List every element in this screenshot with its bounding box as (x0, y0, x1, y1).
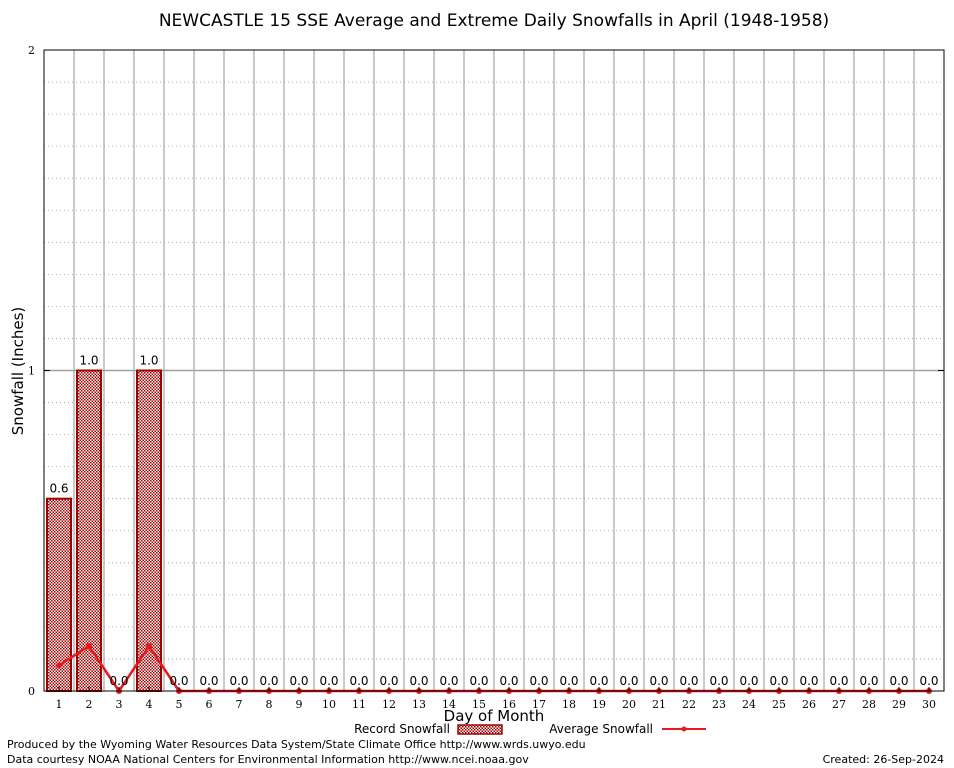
x-tick-label: 30 (922, 698, 936, 711)
bar-value-label: 0.0 (889, 674, 908, 688)
average-point (146, 643, 152, 650)
x-tick-label: 14 (442, 698, 456, 711)
chart-title: NEWCASTLE 15 SSE Average and Extreme Dai… (159, 11, 829, 31)
x-tick-label: 1 (56, 698, 63, 711)
bar-value-label: 0.0 (499, 674, 518, 688)
x-tick-label: 16 (502, 698, 516, 711)
average-point (86, 643, 92, 650)
bar-value-label: 0.0 (259, 674, 278, 688)
bar-value-label: 0.0 (409, 674, 428, 688)
x-tick-label: 6 (206, 698, 213, 711)
bar-value-label: 0.0 (379, 674, 398, 688)
x-tick-label: 11 (352, 698, 366, 711)
bar-value-label: 0.0 (589, 674, 608, 688)
y-tick-label: 1 (28, 365, 35, 378)
bar-value-label: 0.6 (49, 482, 68, 496)
bar-value-label: 0.0 (859, 674, 878, 688)
x-tick-label: 26 (802, 698, 816, 711)
bar-value-label: 1.0 (79, 354, 98, 368)
footer-data-source: Data courtesy NOAA National Centers for … (7, 753, 529, 766)
x-tick-label: 20 (622, 698, 636, 711)
x-tick-label: 24 (742, 698, 756, 711)
x-tick-label: 3 (116, 698, 123, 711)
bar-value-label: 0.0 (679, 674, 698, 688)
average-point (56, 662, 62, 669)
x-tick-label: 13 (412, 698, 426, 711)
bar-value-label: 0.0 (919, 674, 938, 688)
bar-value-label: 0.0 (529, 674, 548, 688)
record-bar (76, 369, 102, 692)
bar-value-label: 0.0 (169, 674, 188, 688)
x-axis-label: Day of Month (444, 707, 545, 725)
x-tick-label: 25 (772, 698, 786, 711)
footer-producer: Produced by the Wyoming Water Resources … (7, 738, 586, 751)
bar-value-label: 0.0 (619, 674, 638, 688)
record-bar (136, 369, 162, 692)
x-tick-label: 10 (322, 698, 336, 711)
x-tick-label: 18 (562, 698, 576, 711)
x-tick-label: 7 (236, 698, 243, 711)
legend-average-marker (681, 726, 687, 732)
bar-value-label: 0.0 (289, 674, 308, 688)
x-tick-label: 8 (266, 698, 273, 711)
x-tick-label: 21 (652, 698, 666, 711)
grid (44, 50, 944, 691)
bar-value-label: 0.0 (349, 674, 368, 688)
x-tick-label: 2 (86, 698, 93, 711)
record-snowfall-bars (46, 369, 162, 693)
x-tick-label: 12 (382, 698, 396, 711)
x-tick-label: 5 (176, 698, 183, 711)
legend-record-swatch (457, 724, 503, 735)
bar-value-label: 0.0 (649, 674, 668, 688)
x-tick-label: 23 (712, 698, 726, 711)
x-tick-label: 17 (532, 698, 546, 711)
x-tick-label: 27 (832, 698, 846, 711)
y-tick-label: 2 (28, 44, 35, 57)
bar-value-label: 0.0 (469, 674, 488, 688)
bar-value-label: 0.0 (109, 674, 128, 688)
bar-value-label: 0.0 (229, 674, 248, 688)
x-tick-label: 28 (862, 698, 876, 711)
x-tick-label: 22 (682, 698, 696, 711)
footer-created: Created: 26-Sep-2024 (823, 753, 944, 766)
x-tick-label: 9 (296, 698, 303, 711)
x-tick-label: 19 (592, 698, 606, 711)
bar-value-label: 0.0 (319, 674, 338, 688)
bar-value-label: 1.0 (139, 354, 158, 368)
legend-record-label: Record Snowfall (354, 722, 450, 736)
y-tick-label: 0 (28, 685, 35, 698)
record-bar (46, 497, 72, 693)
x-tick-label: 29 (892, 698, 906, 711)
bar-value-label: 0.0 (709, 674, 728, 688)
bar-value-label: 0.0 (199, 674, 218, 688)
x-tick-label: 4 (146, 698, 153, 711)
legend-average-label: Average Snowfall (549, 722, 653, 736)
bar-value-label: 0.0 (769, 674, 788, 688)
y-axis-label: Snowfall (Inches) (9, 307, 27, 435)
bar-value-label: 0.0 (559, 674, 578, 688)
bar-value-label: 0.0 (739, 674, 758, 688)
bar-value-label: 0.0 (439, 674, 458, 688)
bar-labels: 0.6 1.0 0.0 1.0 0.0 0.0 0.0 0.0 0.0 0.0 0.0 0.0 0.0 0… (49, 354, 938, 689)
x-tick-label: 15 (472, 698, 486, 711)
bar-value-label: 0.0 (829, 674, 848, 688)
bar-value-label: 0.0 (799, 674, 818, 688)
legend: Record Snowfall Average Snowfall (354, 722, 706, 736)
